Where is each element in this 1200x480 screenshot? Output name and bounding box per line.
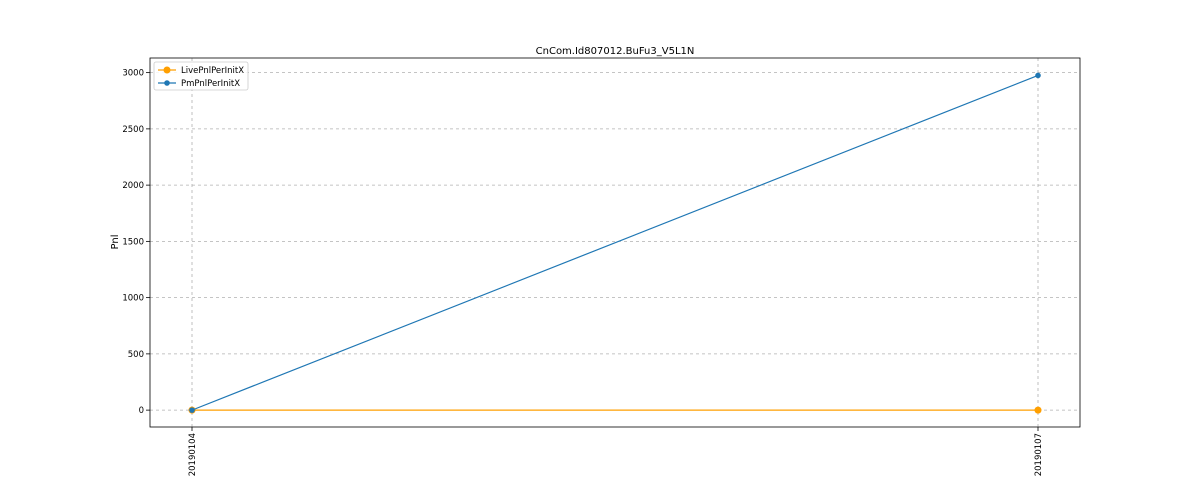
- y-tick-label: 2000: [122, 181, 144, 191]
- legend-box: [153, 61, 249, 91]
- axis-ticks: 0 500 1000 1500 2000 2500 3000 20190104 20190107: [122, 69, 1044, 477]
- x-tick-label: 20190107: [1034, 433, 1044, 476]
- series-line-PmPnlPerInitX: [191, 74, 1039, 411]
- plot-frame: [149, 57, 1081, 428]
- y-tick-label: 1500: [122, 237, 144, 247]
- data-point: [1034, 406, 1042, 414]
- legend-swatch-marker: [164, 80, 170, 86]
- series-layer: [188, 72, 1042, 414]
- y-tick-label: 2500: [122, 125, 144, 135]
- y-axis-label: Pnl: [110, 235, 121, 250]
- legend: LivePnlPerInitX PmPnlPerInitX: [153, 61, 249, 91]
- legend-swatch-marker: [163, 66, 171, 74]
- y-tick-label: 3000: [122, 69, 144, 79]
- data-point: [189, 407, 195, 413]
- y-tick-label: 0: [139, 406, 144, 416]
- grid-lines: [150, 58, 1080, 427]
- legend-label: LivePnlPerInitX: [181, 66, 244, 76]
- data-point: [1035, 72, 1041, 79]
- chart-title: CnCom.Id807012.BuFu3_V5L1N: [536, 46, 695, 57]
- x-tick-label: 20190104: [188, 433, 198, 476]
- legend-label: PmPnlPerInitX: [181, 79, 240, 89]
- y-tick-label: 1000: [122, 294, 144, 304]
- y-tick-label: 500: [128, 350, 144, 360]
